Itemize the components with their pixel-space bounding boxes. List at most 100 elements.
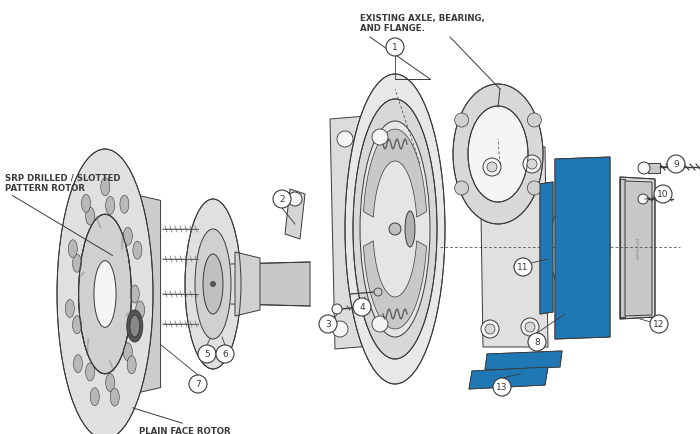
- Circle shape: [650, 315, 668, 333]
- Circle shape: [481, 320, 499, 338]
- Ellipse shape: [106, 374, 115, 392]
- Circle shape: [528, 333, 546, 351]
- Text: 4: 4: [359, 303, 365, 312]
- Text: 13: 13: [496, 383, 507, 391]
- Ellipse shape: [527, 181, 541, 196]
- Ellipse shape: [73, 316, 81, 334]
- Text: wilwood: wilwood: [594, 237, 599, 259]
- Ellipse shape: [454, 181, 468, 196]
- Circle shape: [372, 316, 388, 332]
- Ellipse shape: [85, 207, 94, 226]
- Ellipse shape: [185, 200, 241, 369]
- Ellipse shape: [81, 195, 90, 213]
- Ellipse shape: [195, 230, 231, 339]
- Polygon shape: [620, 180, 625, 317]
- Text: 9: 9: [673, 160, 679, 169]
- Circle shape: [638, 163, 650, 174]
- Polygon shape: [625, 181, 652, 316]
- Ellipse shape: [136, 301, 145, 319]
- Ellipse shape: [345, 75, 445, 384]
- Circle shape: [332, 321, 348, 337]
- Circle shape: [527, 160, 537, 170]
- Polygon shape: [469, 367, 548, 389]
- Circle shape: [319, 315, 337, 333]
- Circle shape: [337, 132, 353, 148]
- Circle shape: [638, 194, 648, 204]
- Polygon shape: [558, 305, 607, 319]
- Text: 12: 12: [653, 320, 665, 329]
- Ellipse shape: [565, 218, 595, 276]
- Circle shape: [216, 345, 234, 363]
- Ellipse shape: [360, 122, 430, 337]
- Circle shape: [525, 322, 535, 332]
- Ellipse shape: [65, 300, 74, 318]
- Polygon shape: [363, 130, 426, 218]
- Polygon shape: [485, 351, 562, 370]
- Ellipse shape: [73, 255, 81, 273]
- Ellipse shape: [203, 254, 223, 314]
- Text: 3: 3: [325, 320, 331, 329]
- Text: 2: 2: [279, 195, 285, 204]
- Ellipse shape: [123, 228, 132, 246]
- Text: 1: 1: [392, 43, 398, 53]
- Ellipse shape: [453, 85, 543, 224]
- Text: 7: 7: [195, 380, 201, 388]
- Polygon shape: [555, 158, 610, 339]
- Ellipse shape: [101, 178, 110, 196]
- Ellipse shape: [454, 114, 468, 128]
- Polygon shape: [480, 148, 548, 347]
- Ellipse shape: [57, 150, 153, 434]
- Text: 10: 10: [657, 190, 668, 199]
- Text: wilwood: wilwood: [636, 237, 640, 259]
- Polygon shape: [139, 196, 160, 393]
- Circle shape: [353, 298, 371, 316]
- Polygon shape: [469, 367, 548, 389]
- Circle shape: [374, 288, 382, 296]
- Ellipse shape: [133, 242, 142, 260]
- Ellipse shape: [74, 355, 83, 373]
- Circle shape: [521, 318, 539, 336]
- Ellipse shape: [123, 343, 132, 361]
- Circle shape: [487, 163, 497, 173]
- Polygon shape: [235, 253, 260, 316]
- Circle shape: [483, 159, 501, 177]
- Ellipse shape: [127, 356, 136, 374]
- Polygon shape: [555, 158, 610, 339]
- Text: PLAIN FACE ROTOR: PLAIN FACE ROTOR: [139, 426, 231, 434]
- Circle shape: [514, 258, 532, 276]
- Ellipse shape: [69, 240, 77, 258]
- Circle shape: [386, 39, 404, 57]
- Circle shape: [389, 224, 401, 236]
- Polygon shape: [363, 241, 426, 329]
- Text: 8: 8: [534, 338, 540, 347]
- Ellipse shape: [94, 261, 116, 328]
- Polygon shape: [648, 164, 660, 174]
- Polygon shape: [285, 190, 305, 240]
- Circle shape: [573, 166, 577, 170]
- Polygon shape: [330, 115, 395, 349]
- Ellipse shape: [405, 211, 415, 247]
- Circle shape: [372, 130, 388, 146]
- Ellipse shape: [127, 310, 143, 342]
- Circle shape: [485, 324, 495, 334]
- Ellipse shape: [353, 100, 437, 359]
- Circle shape: [570, 163, 580, 173]
- Ellipse shape: [468, 107, 528, 203]
- Ellipse shape: [85, 363, 94, 381]
- Text: SRP DRILLED / SLOTTED
PATTERN ROTOR: SRP DRILLED / SLOTTED PATTERN ROTOR: [5, 173, 120, 193]
- Circle shape: [189, 375, 207, 393]
- Circle shape: [667, 156, 685, 174]
- Ellipse shape: [120, 196, 129, 214]
- Circle shape: [654, 186, 672, 204]
- Circle shape: [273, 191, 291, 208]
- Ellipse shape: [106, 197, 115, 215]
- Polygon shape: [540, 183, 553, 314]
- Ellipse shape: [130, 315, 140, 337]
- Polygon shape: [558, 176, 607, 187]
- Circle shape: [198, 345, 216, 363]
- Circle shape: [332, 304, 342, 314]
- Ellipse shape: [90, 388, 99, 406]
- Text: EXISTING AXLE, BEARING,
AND FLANGE.: EXISTING AXLE, BEARING, AND FLANGE.: [360, 14, 485, 33]
- Text: 6: 6: [222, 350, 228, 358]
- Polygon shape: [620, 178, 655, 319]
